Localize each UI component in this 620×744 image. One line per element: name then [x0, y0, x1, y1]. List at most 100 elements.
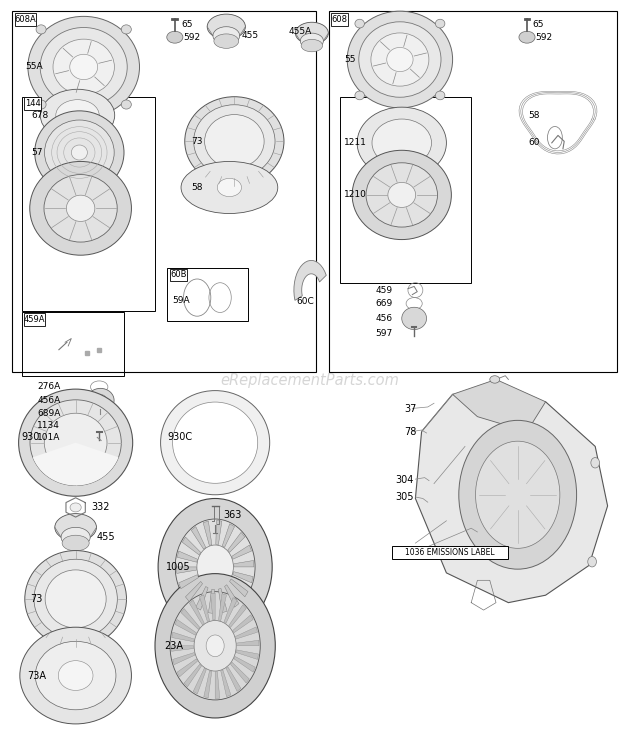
- Ellipse shape: [44, 413, 107, 472]
- Text: 23A: 23A: [164, 641, 184, 651]
- Ellipse shape: [459, 420, 577, 569]
- Polygon shape: [294, 260, 326, 301]
- Text: 678: 678: [31, 111, 48, 120]
- Polygon shape: [224, 597, 237, 623]
- Ellipse shape: [301, 39, 322, 52]
- Text: 597: 597: [375, 329, 392, 338]
- Polygon shape: [221, 670, 231, 696]
- Text: 101A: 101A: [37, 433, 61, 442]
- Ellipse shape: [435, 91, 445, 100]
- Ellipse shape: [435, 19, 445, 28]
- Ellipse shape: [205, 115, 264, 168]
- Text: 1005: 1005: [166, 562, 191, 572]
- Polygon shape: [173, 652, 195, 664]
- Polygon shape: [200, 595, 210, 621]
- Ellipse shape: [35, 111, 124, 194]
- Text: 930: 930: [22, 432, 40, 442]
- Text: 65: 65: [181, 20, 193, 29]
- Ellipse shape: [92, 406, 109, 421]
- Text: 459A: 459A: [24, 315, 45, 324]
- Text: 459: 459: [375, 286, 392, 295]
- FancyBboxPatch shape: [170, 269, 187, 281]
- Ellipse shape: [36, 100, 46, 109]
- Ellipse shape: [359, 22, 441, 97]
- Ellipse shape: [92, 420, 106, 431]
- Polygon shape: [185, 582, 203, 601]
- Ellipse shape: [194, 620, 236, 671]
- Text: 60: 60: [528, 138, 540, 147]
- FancyBboxPatch shape: [15, 13, 36, 26]
- Ellipse shape: [172, 402, 258, 484]
- Text: 276A: 276A: [37, 382, 60, 391]
- Polygon shape: [182, 537, 201, 555]
- Text: 332: 332: [92, 502, 110, 513]
- Ellipse shape: [366, 163, 438, 227]
- Ellipse shape: [71, 145, 87, 160]
- Ellipse shape: [96, 423, 102, 428]
- FancyBboxPatch shape: [24, 313, 45, 326]
- Text: 669: 669: [375, 299, 392, 308]
- Text: 455: 455: [242, 31, 259, 40]
- Ellipse shape: [207, 14, 246, 39]
- Ellipse shape: [34, 559, 117, 638]
- Ellipse shape: [20, 627, 131, 724]
- Polygon shape: [218, 589, 227, 613]
- Ellipse shape: [158, 498, 272, 635]
- Ellipse shape: [35, 641, 116, 710]
- Text: 930C: 930C: [167, 432, 193, 442]
- Text: 60B: 60B: [170, 270, 187, 280]
- Ellipse shape: [355, 91, 365, 100]
- Ellipse shape: [122, 100, 131, 109]
- Polygon shape: [215, 672, 219, 699]
- Polygon shape: [236, 627, 257, 639]
- Ellipse shape: [371, 33, 429, 86]
- Text: 455: 455: [96, 532, 115, 542]
- Polygon shape: [181, 609, 200, 629]
- Ellipse shape: [45, 570, 106, 628]
- Ellipse shape: [197, 545, 233, 589]
- Ellipse shape: [519, 31, 535, 43]
- Polygon shape: [189, 600, 205, 625]
- Ellipse shape: [69, 54, 98, 80]
- Ellipse shape: [402, 307, 427, 330]
- Ellipse shape: [193, 105, 275, 178]
- Text: 455A: 455A: [288, 27, 312, 36]
- Ellipse shape: [181, 161, 278, 214]
- Text: 456: 456: [375, 314, 392, 323]
- Polygon shape: [179, 574, 198, 589]
- Polygon shape: [196, 586, 208, 610]
- Text: eReplacementParts.com: eReplacementParts.com: [221, 373, 399, 388]
- Bar: [340, 97, 471, 283]
- Ellipse shape: [214, 34, 239, 48]
- Text: 37: 37: [404, 404, 417, 414]
- Text: 689A: 689A: [37, 409, 61, 418]
- Ellipse shape: [167, 31, 183, 43]
- Text: 57: 57: [31, 148, 43, 157]
- Text: 608: 608: [332, 15, 348, 25]
- Ellipse shape: [36, 25, 46, 34]
- Bar: [329, 11, 617, 372]
- Text: 304: 304: [396, 475, 414, 485]
- Polygon shape: [236, 650, 259, 659]
- Ellipse shape: [28, 16, 140, 118]
- Ellipse shape: [213, 27, 240, 45]
- Ellipse shape: [87, 388, 114, 412]
- FancyBboxPatch shape: [24, 97, 41, 110]
- Polygon shape: [229, 605, 246, 627]
- Ellipse shape: [62, 535, 89, 551]
- Ellipse shape: [30, 400, 122, 486]
- Text: 592: 592: [184, 33, 201, 42]
- Polygon shape: [177, 658, 198, 677]
- Text: 73A: 73A: [27, 670, 46, 681]
- Polygon shape: [218, 594, 226, 620]
- Bar: [167, 268, 248, 321]
- Ellipse shape: [476, 441, 560, 548]
- Polygon shape: [231, 662, 249, 683]
- Polygon shape: [229, 579, 248, 597]
- Polygon shape: [234, 560, 254, 567]
- Ellipse shape: [58, 661, 93, 690]
- FancyBboxPatch shape: [331, 13, 348, 26]
- Text: 55A: 55A: [25, 62, 42, 71]
- Polygon shape: [224, 585, 239, 607]
- Ellipse shape: [388, 182, 415, 208]
